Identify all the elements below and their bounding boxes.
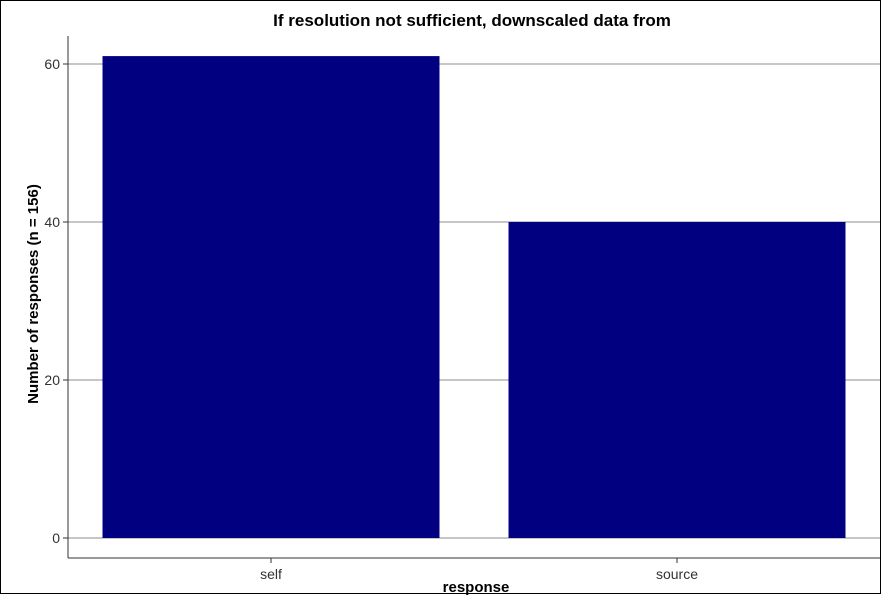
- x-tick-label: source: [656, 566, 698, 582]
- chart-title: If resolution not sufficient, downscaled…: [273, 11, 671, 30]
- y-tick-label: 0: [52, 530, 60, 546]
- y-tick-label: 60: [44, 56, 60, 72]
- y-axis-title: Number of responses (n = 156): [25, 184, 42, 404]
- y-tick-label: 40: [44, 214, 60, 230]
- x-axis-title: response: [443, 579, 510, 596]
- y-tick-label: 20: [44, 372, 60, 388]
- bar-layer: [102, 56, 846, 538]
- x-tick-label: self: [260, 566, 282, 582]
- bar-source: [508, 222, 846, 538]
- axis-layer: 0 20 40 60 self source: [44, 36, 880, 582]
- bar-self: [102, 56, 440, 538]
